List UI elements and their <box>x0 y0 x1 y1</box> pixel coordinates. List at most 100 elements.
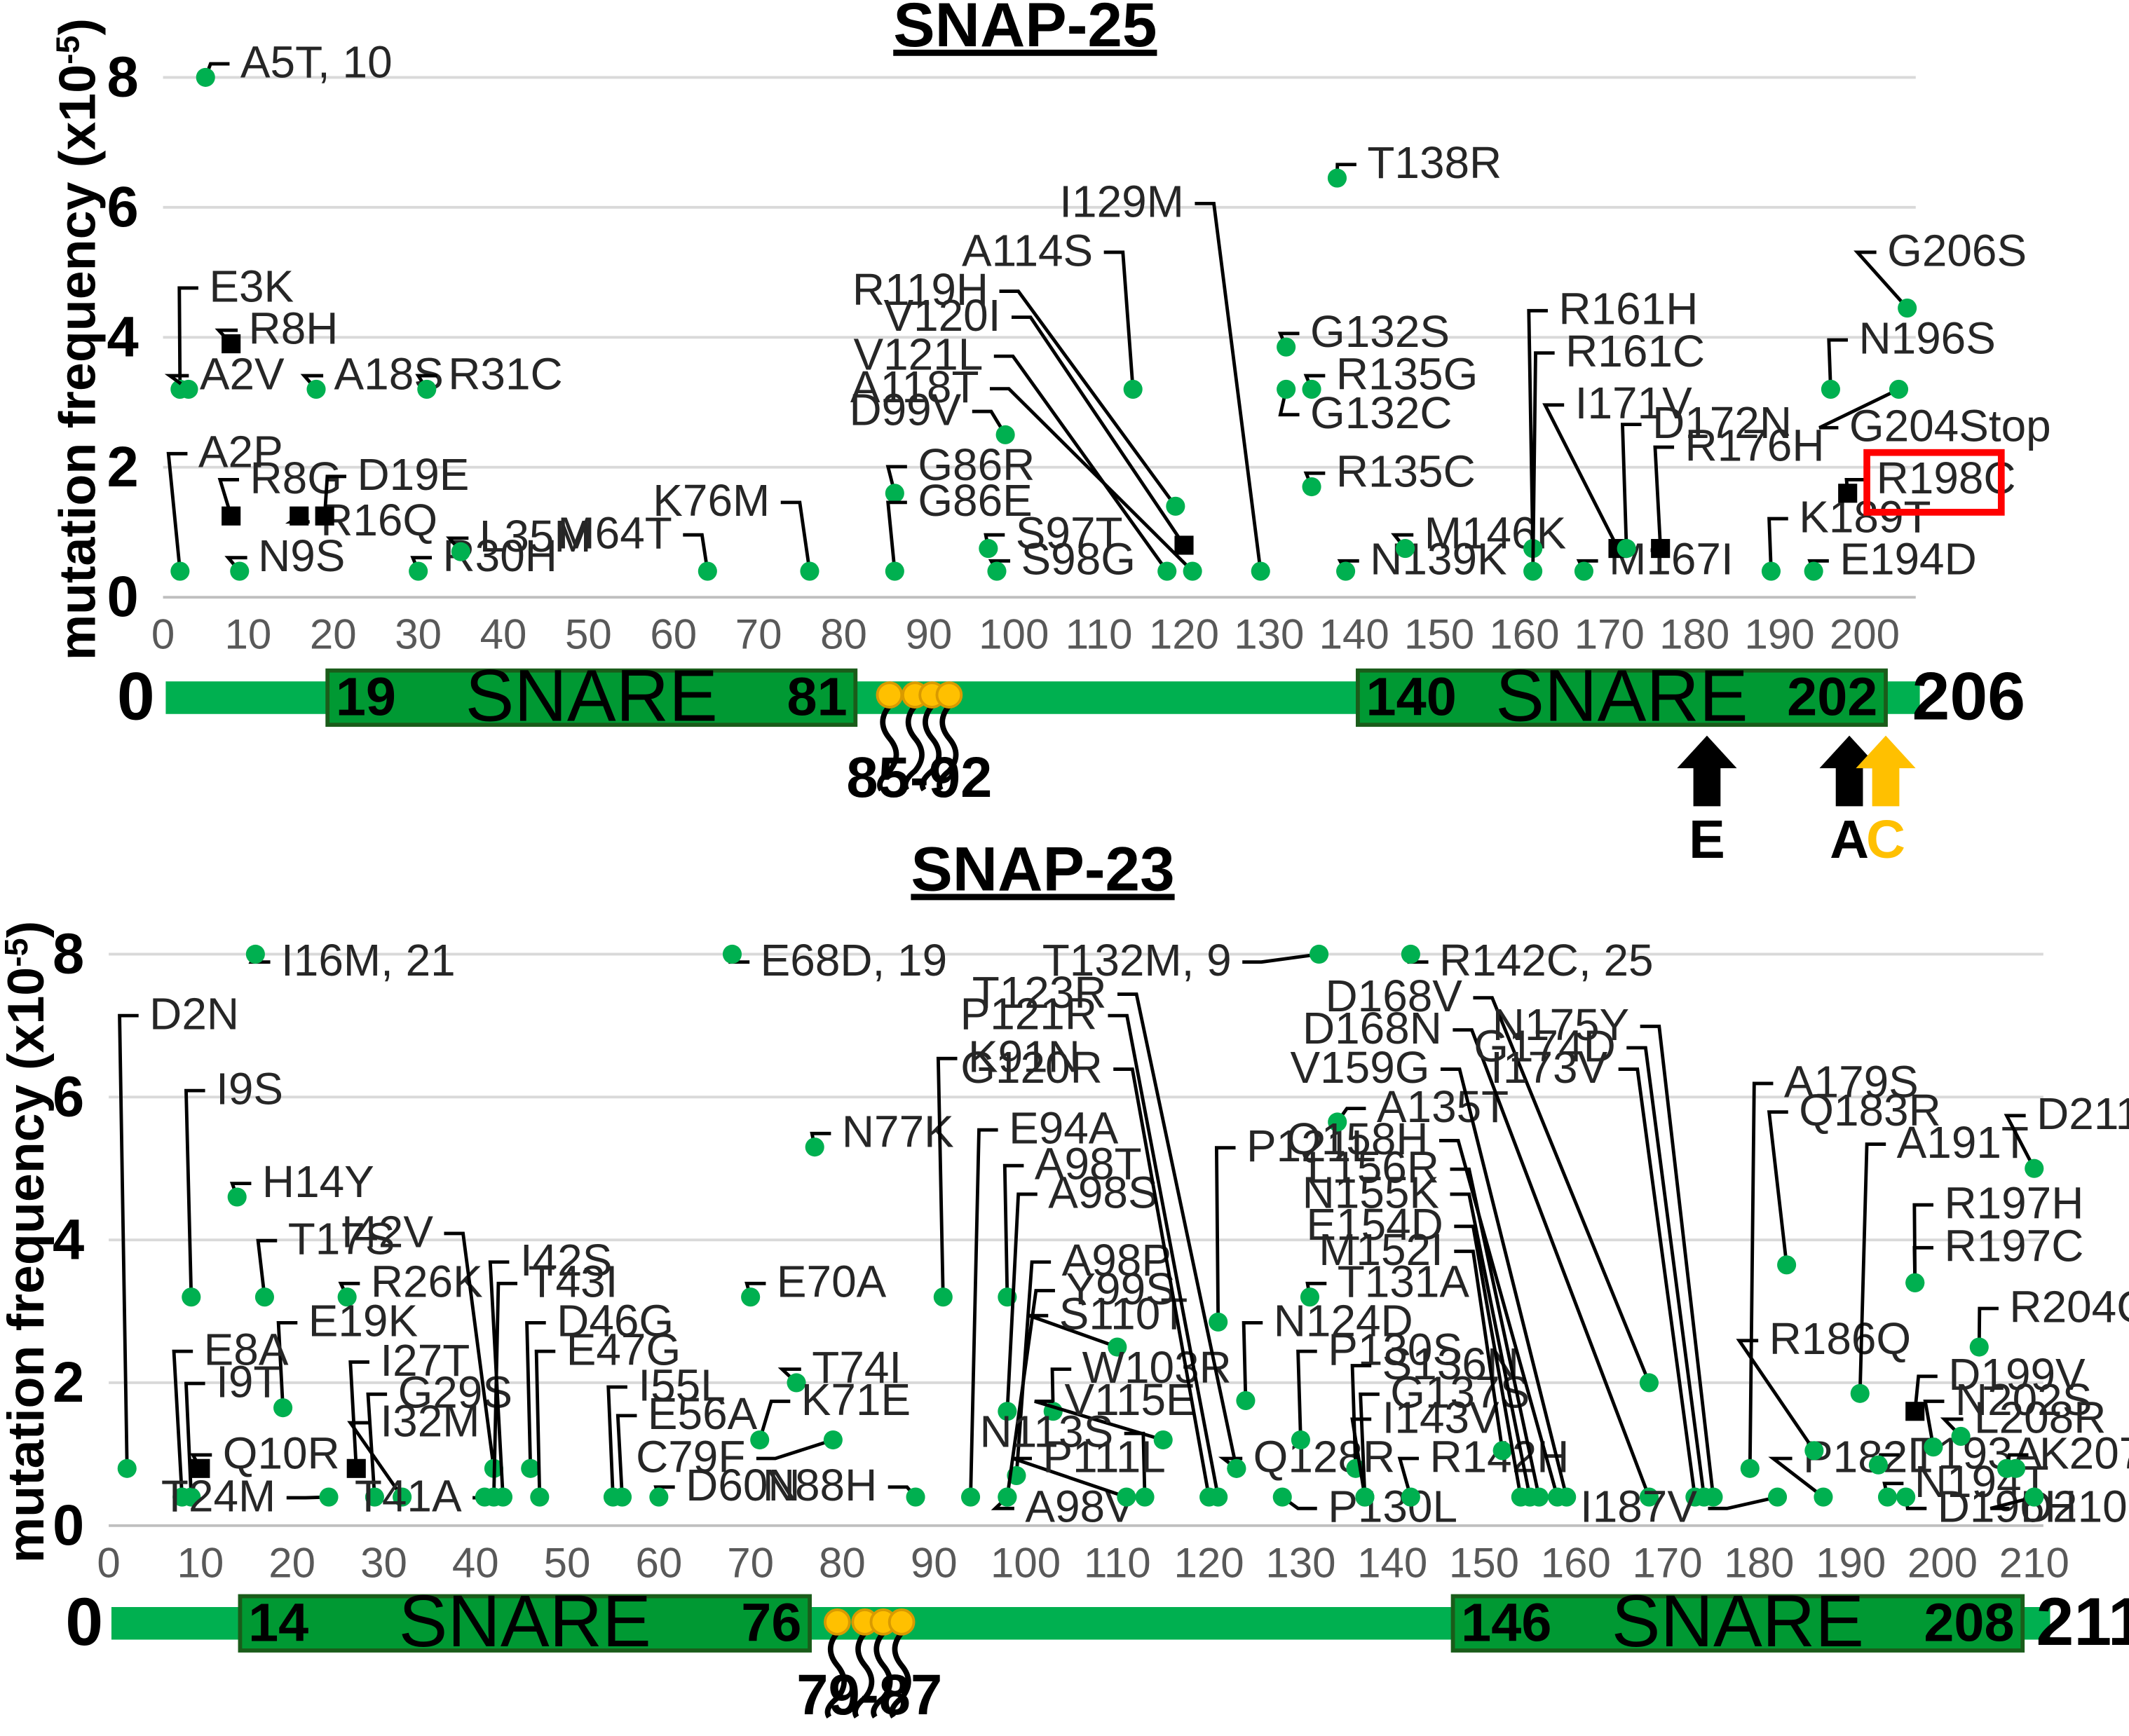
snap-25-leader-v120i <box>1011 315 1186 547</box>
snap-23-point-r142c-25 <box>1401 944 1420 964</box>
snap-23-label-k71e: K71E <box>801 1374 911 1425</box>
snap-25-leader-k76m <box>780 500 812 572</box>
snap-23-label-a135t: A135T <box>1377 1081 1509 1132</box>
snap-25-square-d19e <box>315 506 334 526</box>
snap-25-label-l35m: L35M <box>479 511 592 561</box>
snap-23-label-n113s: N113S <box>980 1407 1114 1457</box>
snap-23-x-tick-label: 160 <box>1541 1539 1611 1586</box>
ylabel-main: mutation frequency (x10 <box>0 967 55 1563</box>
snap-25-label-e194d: E194D <box>1839 534 1976 585</box>
snap-25-point-k189t <box>1761 561 1781 581</box>
snap-23-leader-w103r <box>1050 1367 1072 1412</box>
snap-23-label-k91n: K91N <box>968 1032 1080 1082</box>
snap-25-highlight-box <box>1863 449 2005 516</box>
snap-23-leader-p121l <box>1214 1146 1236 1322</box>
snap-23-label-a98p: A98P <box>1062 1235 1171 1285</box>
snap-23-label-e70a: E70A <box>777 1257 887 1307</box>
snap-23-leader-d46g <box>525 1320 546 1469</box>
snap-23-label-r26k: R26K <box>371 1257 483 1307</box>
snap-23-label-e8a: E8A <box>204 1325 289 1375</box>
snap-23-point-e94a <box>960 1487 981 1507</box>
snap-23-label-v159g: V159G <box>1290 1042 1429 1093</box>
snap-25-label-d19e: D19E <box>357 449 469 500</box>
snap-23-square-q10r <box>191 1458 210 1478</box>
snap-25-point-n196s <box>1821 379 1840 399</box>
snap-23-x-tick-label: 190 <box>1816 1539 1886 1586</box>
snap-23-palmitoyl-site-3 <box>887 1608 916 1636</box>
snap-25-palmitoyl-site-0 <box>876 681 904 709</box>
snap-25-label-i129m: I129M <box>1059 177 1184 227</box>
snap-23-snare-domain-1 <box>1450 1594 2025 1653</box>
snap-23-label-i143v: I143V <box>1382 1392 1499 1442</box>
snap-23-x-tick-label: 90 <box>911 1539 958 1586</box>
snap-23-label-t131a: T131A <box>1338 1257 1470 1307</box>
snap-23-point-s110t <box>1108 1337 1127 1357</box>
snap-25-label-s98g: S98G <box>1021 534 1136 585</box>
snap-25-domain-end-0: 81 <box>787 667 848 727</box>
snap-23-point-k91n <box>933 1287 953 1307</box>
snap-23-label-i55l: I55L <box>638 1360 725 1410</box>
snap-23-point-d210n <box>2025 1487 2044 1507</box>
snap-23-label-m152i: M152I <box>1319 1224 1443 1275</box>
snap-23-label-d196h: D196H <box>1938 1482 2077 1532</box>
snap-23-label-e19k: E19K <box>308 1296 418 1346</box>
snap-23-point-v159g <box>1557 1487 1577 1507</box>
snap-23-label-d46g: D46G <box>557 1296 674 1346</box>
snap-23-y-tick-label: 0 <box>53 1494 84 1557</box>
snap-23-leader-n175y <box>1640 1024 1715 1498</box>
snap-23-x-tick-label: 180 <box>1724 1539 1794 1586</box>
snap-25-label-g132c: G132C <box>1310 388 1452 438</box>
snap-23-x-tick-label: 60 <box>635 1539 682 1586</box>
snap-23-leader-e19k <box>276 1320 298 1408</box>
snap-25-snare-label-0: SNARE <box>465 655 718 737</box>
snap-23-leader-a98t <box>1002 1163 1024 1297</box>
snap-23-palmitoyl-chain-0 <box>824 1631 847 1719</box>
snap-23-point-d196h <box>1896 1487 1916 1507</box>
snap-23-point-r197c <box>1905 1273 1925 1292</box>
snap-23-leader-a191t <box>1858 1142 1886 1394</box>
snap-25-point-i129m <box>1251 561 1270 581</box>
snap-25-point-a2v <box>179 379 198 399</box>
ylabel-superscript: -5 <box>0 938 34 966</box>
snap-23-point-i32m <box>393 1487 412 1507</box>
snap-25-x-tick-label: 150 <box>1404 611 1474 658</box>
snap-23-label-i32m: I32M <box>380 1395 479 1446</box>
snap-23-label-g120r: G120R <box>960 1042 1102 1093</box>
snap-23-leader-i55l <box>606 1385 627 1498</box>
snap-25-leader-d172n <box>1620 423 1642 549</box>
snap-23-leader-n124d <box>1242 1320 1263 1401</box>
snap-25-domain-start-0: 19 <box>336 667 396 727</box>
snap-23-leader-i143v <box>1350 1417 1372 1498</box>
snap-25-point-a114s <box>1123 379 1143 399</box>
snap-25-point-g132c <box>1277 379 1296 399</box>
snap-23-x-tick-label: 100 <box>991 1539 1061 1586</box>
snap-25-cleavage-arrow-c <box>1856 735 1916 807</box>
snap-23-leader-t132m-9 <box>1242 952 1319 964</box>
snap-23-leader-r204g <box>1977 1306 1999 1348</box>
snap-25-label-v121l: V121L <box>854 329 984 380</box>
snap-23-point-p130s <box>1291 1430 1310 1450</box>
snap-23-point-d168v <box>1639 1373 1659 1393</box>
snap-23-label-a98s: A98S <box>1048 1167 1157 1217</box>
snap-25-leader-i171v <box>1542 403 1620 549</box>
snap-25-label-r161h: R161H <box>1558 284 1698 334</box>
snap-23-leader-q183r <box>1767 1110 1789 1266</box>
snap-25-cleavage-label-c: C <box>1866 809 1905 870</box>
snap-25-label-d99v: D99V <box>849 384 961 435</box>
snap-25-square-r8g <box>222 506 241 526</box>
snap-25-y-tick-label: 4 <box>107 305 138 369</box>
snap-25-label-r8h: R8H <box>249 303 339 354</box>
snap-25-x-tick-label: 170 <box>1574 611 1645 658</box>
snap-23-point-i143v <box>1355 1487 1375 1507</box>
snap-23-point-m152i <box>1492 1441 1512 1461</box>
snap-23-point-a135t <box>1328 1112 1347 1132</box>
snap-23-point-i9s <box>182 1287 201 1307</box>
snap-25-x-tick-label: 110 <box>1066 611 1133 658</box>
snap-23-label-l156r: L156R <box>1307 1142 1439 1193</box>
snap-23-label-i42v: I42V <box>341 1206 433 1257</box>
snap-23-leader-t123r <box>1117 992 1239 1469</box>
snap-25-point-r161c <box>1523 561 1543 581</box>
snap-23-label-d199v: D199V <box>1948 1349 2086 1400</box>
snap-23-label-p130s: P130S <box>1328 1325 1462 1375</box>
